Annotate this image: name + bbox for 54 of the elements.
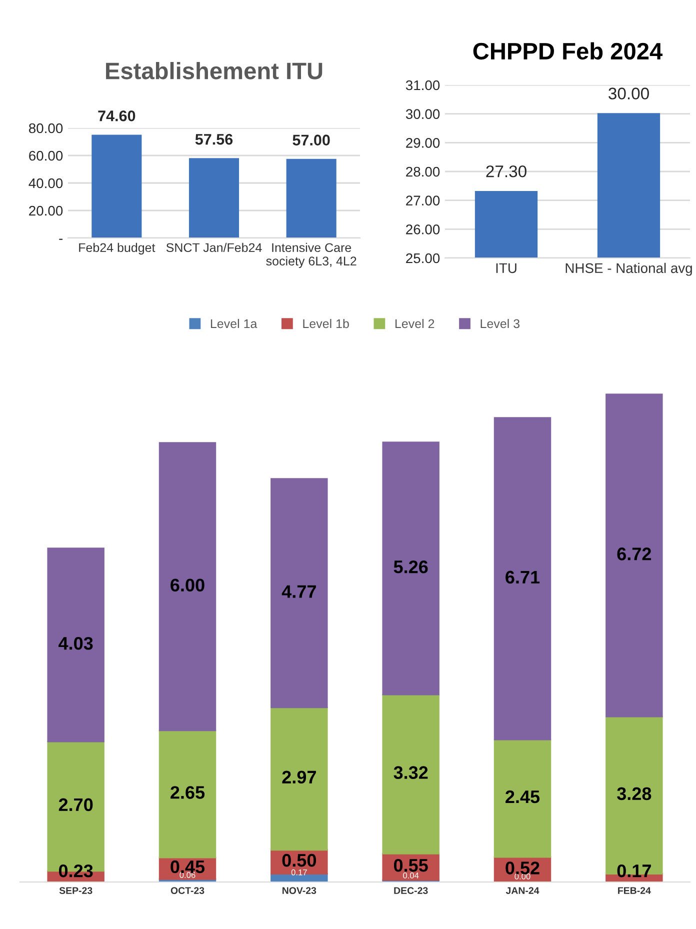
y-tick-label: 31.00 xyxy=(406,80,440,90)
data-label: 4.77 xyxy=(282,585,316,598)
y-tick-label: 30.00 xyxy=(406,109,440,120)
x-tick-label: NHSE - National avg xyxy=(566,262,692,276)
data-label: 2.45 xyxy=(506,790,540,804)
data-label: 4.03 xyxy=(58,636,93,650)
data-label: 0.55 xyxy=(394,858,428,872)
y-tick-label: 20.00 xyxy=(29,206,63,216)
x-tick-label: Intensive Care society 6L3, 4L2 xyxy=(266,242,356,268)
y-tick-label: 60.00 xyxy=(29,150,63,161)
data-label: 30.00 xyxy=(608,88,649,100)
y-tick-label: 29.00 xyxy=(406,138,440,148)
data-label: 0.50 xyxy=(282,854,316,867)
y-tick-label: 28.00 xyxy=(406,166,440,177)
data-label: 6.00 xyxy=(170,578,204,592)
legend-label: Level 1a xyxy=(210,318,258,328)
data-label: 57.56 xyxy=(195,134,233,145)
data-label: 27.30 xyxy=(486,165,526,178)
data-label: 0.17 xyxy=(617,864,651,878)
x-tick-label: FEB-24 xyxy=(618,887,651,894)
x-tick-label: SEP-23 xyxy=(59,887,92,894)
x-tick-label: OCT-23 xyxy=(170,887,204,894)
data-label: 2.97 xyxy=(282,770,316,784)
chart-title: Establishement ITU xyxy=(106,62,322,80)
data-label: 0.00 xyxy=(514,873,530,880)
data-label: 5.26 xyxy=(394,560,428,574)
data-label: 0.45 xyxy=(170,860,205,874)
data-label: 2.70 xyxy=(58,798,93,812)
legend-label: Level 1b xyxy=(303,318,349,328)
data-label: 0.04 xyxy=(403,872,419,878)
data-label: 6.72 xyxy=(617,548,652,560)
x-tick-label: NOV-23 xyxy=(282,887,316,894)
y-tick-label: 80.00 xyxy=(28,123,63,134)
y-tick-label: 40.00 xyxy=(28,178,63,188)
data-label: 2.65 xyxy=(170,786,205,799)
x-tick-label: DEC-23 xyxy=(394,887,428,894)
x-tick-label: JAN-24 xyxy=(506,887,540,894)
data-label: 0.17 xyxy=(291,869,307,876)
x-tick-label: Feb24 budget xyxy=(79,242,156,255)
data-label: 3.28 xyxy=(617,787,652,800)
x-tick-label: ITU xyxy=(496,263,516,274)
y-tick-label: - xyxy=(59,238,63,240)
y-tick-label: 27.00 xyxy=(406,196,440,206)
data-label: 57.00 xyxy=(292,134,330,146)
data-label: 0.52 xyxy=(506,862,540,874)
data-label: 6.71 xyxy=(506,570,540,584)
y-tick-label: 25.00 xyxy=(406,253,440,264)
data-label: 3.32 xyxy=(394,766,428,779)
data-label: 74.60 xyxy=(98,110,136,122)
legend-label: Level 2 xyxy=(395,318,434,328)
legend-label: Level 3 xyxy=(480,318,520,328)
x-tick-label: SNCT Jan/Feb24 xyxy=(166,242,262,252)
y-tick-label: 26.00 xyxy=(406,224,440,234)
chart-title: CHPPD Feb 2024 xyxy=(473,42,663,60)
